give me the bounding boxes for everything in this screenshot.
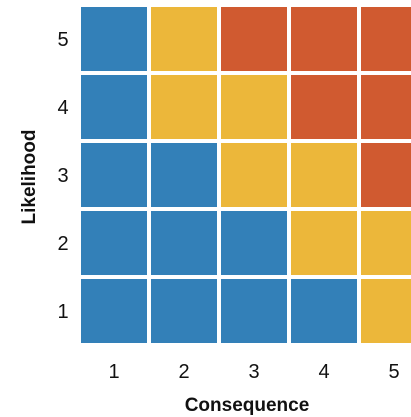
cell-l4-c2-medium	[151, 75, 217, 139]
y-tick-label: 3	[57, 165, 68, 187]
x-tick-label: 5	[388, 361, 399, 383]
y-tick-label: 2	[57, 233, 68, 255]
y-tick-label: 1	[57, 301, 68, 323]
cell-l2-c3-low	[221, 211, 287, 275]
cell-l1-c1-low	[81, 279, 147, 343]
cell-l5-c5-high	[361, 7, 411, 71]
cell-l2-c1-low	[81, 211, 147, 275]
cell-l5-c1-low	[81, 7, 147, 71]
cell-l2-c5-medium	[361, 211, 411, 275]
y-tick-label: 4	[57, 97, 68, 119]
x-tick-labels: 1 2 3 4 5	[108, 361, 399, 383]
cell-l4-c5-high	[361, 75, 411, 139]
cell-l3-c4-medium	[291, 143, 357, 207]
cell-l5-c2-medium	[151, 7, 217, 71]
x-tick-label: 4	[318, 361, 329, 383]
x-tick-label: 3	[248, 361, 259, 383]
cell-l3-c2-low	[151, 143, 217, 207]
cell-l4-c1-low	[81, 75, 147, 139]
x-tick-label: 2	[178, 361, 189, 383]
y-tick-labels: 5 4 3 2 1	[57, 29, 68, 323]
cell-l3-c5-high	[361, 143, 411, 207]
cell-l2-c4-medium	[291, 211, 357, 275]
cell-l1-c3-low	[221, 279, 287, 343]
cell-l4-c4-high	[291, 75, 357, 139]
cell-l1-c5-medium	[361, 279, 411, 343]
heatmap-cells	[81, 7, 411, 343]
x-tick-label: 1	[108, 361, 119, 383]
cell-l5-c4-high	[291, 7, 357, 71]
x-axis-label: Consequence	[185, 395, 310, 416]
cell-l2-c2-low	[151, 211, 217, 275]
y-axis-label: Likelihood	[19, 130, 40, 225]
cell-l3-c3-medium	[221, 143, 287, 207]
cell-l4-c3-medium	[221, 75, 287, 139]
cell-l1-c2-low	[151, 279, 217, 343]
y-tick-label: 5	[57, 29, 68, 51]
cell-l5-c3-high	[221, 7, 287, 71]
cell-l1-c4-low	[291, 279, 357, 343]
cell-l3-c1-low	[81, 143, 147, 207]
